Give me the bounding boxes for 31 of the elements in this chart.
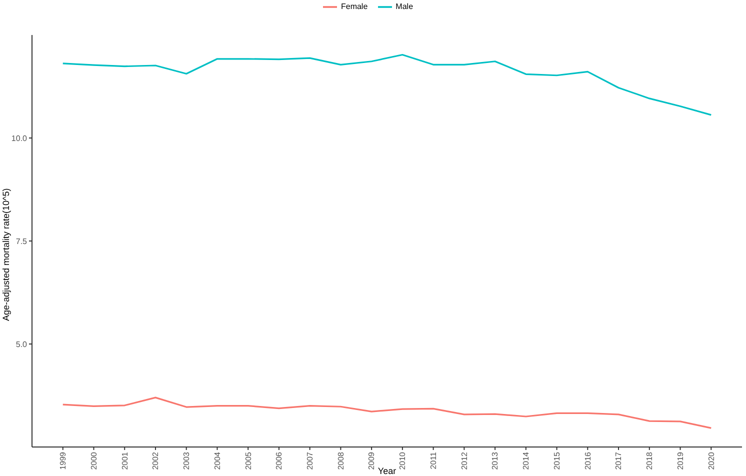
x-tick-label: 2003 <box>182 451 192 470</box>
x-tick-label: 2010 <box>398 451 408 470</box>
y-tick-label: 5.0 <box>16 340 28 349</box>
line-series <box>62 396 712 429</box>
x-tick-label: 2002 <box>151 451 160 470</box>
y-axis-title: Age-adjusted mortality rate(10^5) <box>1 188 12 321</box>
x-axis-title: Year <box>378 466 396 476</box>
x-tick-label: 2018 <box>645 451 654 470</box>
x-tick-label: 2013 <box>490 451 500 470</box>
x-tick-label: 2017 <box>614 451 624 470</box>
x-tick-label: 2005 <box>244 451 253 470</box>
line-series <box>62 54 712 116</box>
x-tick-label: 2015 <box>552 451 562 470</box>
x-tick-label: 1999 <box>58 451 68 470</box>
x-tick-label: 2006 <box>274 451 284 470</box>
x-tick-label: 2000 <box>89 451 98 470</box>
x-tick-label: 2011 <box>428 451 438 470</box>
x-tick-label: 2007 <box>306 451 315 470</box>
legend-label: Male <box>396 2 414 12</box>
x-tick-label: 2014 <box>522 451 531 470</box>
y-tick-label: 10.0 <box>11 134 28 143</box>
x-tick-label: 2008 <box>336 451 346 470</box>
x-tick-label: 2019 <box>676 451 685 470</box>
legend-label: Female <box>340 2 368 12</box>
x-tick-label: 2012 <box>460 451 469 470</box>
x-tick-label: 2020 <box>706 451 716 470</box>
x-tick-label: 2016 <box>583 451 592 470</box>
x-tick-label: 2009 <box>367 451 376 470</box>
x-tick-label: 2001 <box>120 451 130 470</box>
y-tick-label: 7.5 <box>16 236 28 246</box>
x-tick-label: 2004 <box>212 451 222 470</box>
